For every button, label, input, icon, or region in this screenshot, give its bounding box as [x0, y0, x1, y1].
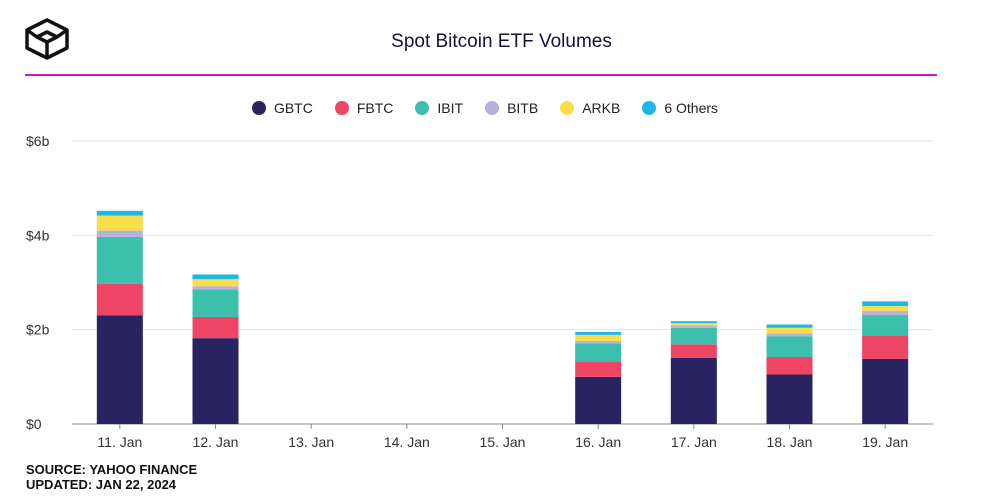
y-tick-label: $4b — [26, 227, 50, 243]
x-tick-label: 18. Jan — [767, 434, 813, 450]
x-tick-label: 11. Jan — [97, 434, 142, 450]
bar-segment — [670, 325, 717, 328]
bar-segment — [575, 332, 622, 335]
bar-segment — [96, 230, 143, 237]
bar-segment — [575, 376, 622, 424]
x-tick-label: 17. Jan — [671, 434, 717, 450]
chart-title: Spot Bitcoin ETF Volumes — [391, 31, 612, 52]
bar-segment — [670, 344, 717, 358]
bar-segment — [192, 289, 239, 317]
logo-icon — [25, 18, 69, 60]
bar-segment — [192, 286, 239, 290]
x-tick-label: 14. Jan — [384, 434, 430, 450]
stacked-bar-chart: $0 $2b $4b $6b 11. Jan 12. Jan 13. Jan 14. Jan 1… — [26, 133, 933, 450]
x-tick-label: 15. Jan — [480, 434, 526, 450]
legend-swatch — [485, 101, 500, 115]
bar-segment — [862, 301, 909, 307]
bar-segment — [862, 358, 909, 424]
legend-label: FBTC — [356, 100, 394, 116]
legend-swatch — [642, 101, 657, 115]
bar-segment — [670, 321, 717, 324]
bar-segment — [96, 283, 143, 316]
y-tick-label: $6b — [26, 133, 50, 149]
bar-segment — [575, 340, 622, 344]
bar-segment — [766, 333, 813, 337]
legend-swatch — [251, 101, 266, 115]
bar-segment — [766, 357, 813, 375]
legend-swatch — [334, 101, 349, 115]
bar-segment — [192, 274, 239, 280]
legend-label: 6 Others — [664, 100, 719, 116]
bar-segment — [575, 343, 622, 362]
legend-swatch — [415, 101, 430, 115]
x-tick-label: 12. Jan — [193, 434, 239, 450]
source-note: SOURCE: YAHOO FINANCE UPDATED: JAN 22, 2… — [26, 462, 197, 492]
bar-segment — [862, 315, 909, 336]
legend-label: BITB — [507, 100, 539, 116]
bar-segment — [670, 323, 717, 326]
bar-segment — [192, 338, 239, 424]
legend-item[interactable]: GBTC — [251, 100, 313, 116]
bar-segment — [96, 315, 143, 424]
legend-swatch — [560, 101, 575, 115]
legend-label: GBTC — [273, 100, 313, 116]
x-tick-label: 13. Jan — [288, 434, 334, 450]
bar-segment — [670, 357, 717, 424]
bar-segment — [575, 334, 622, 341]
legend-item[interactable]: IBIT — [415, 100, 463, 116]
bar-segment — [766, 374, 813, 424]
source-text: SOURCE: YAHOO FINANCE — [26, 462, 198, 477]
y-tick-label: $0 — [26, 416, 42, 432]
bar-segment — [766, 327, 813, 334]
legend-item[interactable]: ARKB — [560, 100, 620, 116]
bar-segment — [862, 335, 909, 359]
title-divider — [25, 74, 937, 76]
y-tick-label: $2b — [26, 322, 50, 338]
bar-segment — [766, 336, 813, 358]
legend-item[interactable]: BITB — [485, 100, 538, 116]
updated-text: UPDATED: JAN 22, 2024 — [26, 477, 177, 492]
bar-segment — [766, 324, 813, 328]
x-tick-label: 16. Jan — [575, 434, 621, 450]
legend-label: ARKB — [582, 100, 621, 116]
bar-segment — [192, 279, 239, 287]
bar-segment — [862, 306, 909, 311]
x-tick-label: 19. Jan — [862, 434, 908, 450]
legend-item[interactable]: 6 Others — [642, 100, 718, 116]
bar-segment — [96, 215, 143, 231]
bar-segment — [670, 327, 717, 345]
bar-segment — [96, 210, 143, 216]
bar-segment — [96, 236, 143, 284]
chart-legend: GBTC FBTC IBIT BITB ARKB 6 Others — [0, 100, 970, 116]
bar-segment — [192, 316, 239, 339]
legend-label: IBIT — [437, 100, 464, 116]
bar-segment — [575, 361, 622, 377]
legend-item[interactable]: FBTC — [334, 100, 394, 116]
bar-segment — [862, 310, 909, 316]
